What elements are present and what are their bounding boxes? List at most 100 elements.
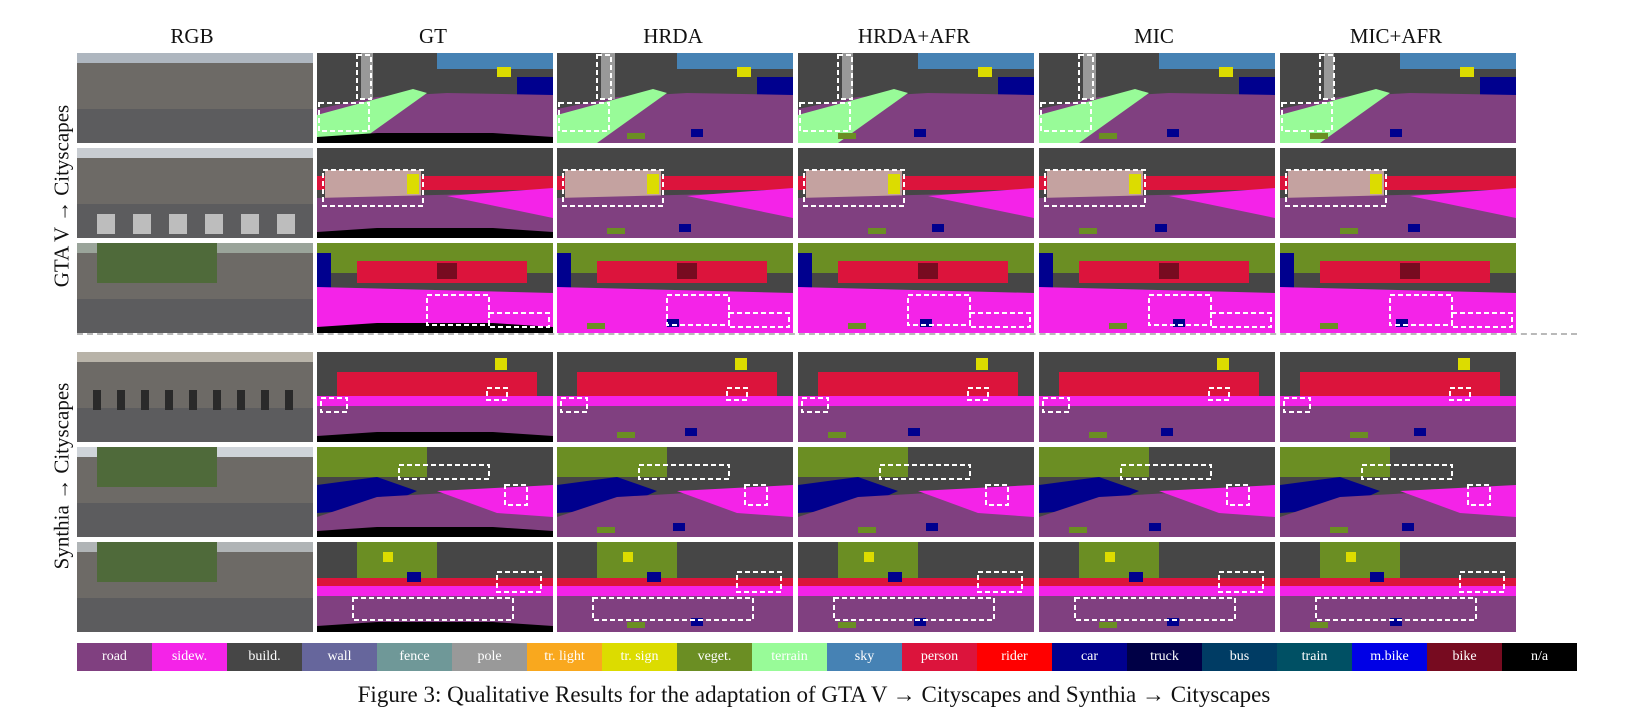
sign-region (407, 174, 419, 194)
highlight-box (799, 102, 851, 132)
sidewalk-region (437, 485, 553, 517)
sign-region (1370, 174, 1382, 194)
segmentation-map (317, 243, 553, 333)
artifact-region (1149, 523, 1161, 531)
highlight-box (504, 484, 528, 506)
highlight-box (318, 102, 370, 132)
panel-hrda-afr-row-1 (798, 53, 1034, 143)
person-region (1280, 578, 1516, 586)
sign-region (1105, 552, 1115, 562)
bike-region (1400, 263, 1420, 279)
person-region (818, 372, 1018, 396)
panel-gt-row-4 (317, 352, 553, 442)
segmentation-map (317, 447, 553, 537)
photo-pedestrian (165, 390, 173, 410)
highlight-box (1044, 169, 1146, 207)
artifact-region (1390, 129, 1402, 137)
sign-region (495, 358, 507, 370)
panel-mic-row-2 (1039, 148, 1275, 238)
sky-region (677, 53, 793, 69)
artifact-region (1402, 523, 1414, 531)
legend-item-wall: wall (302, 643, 377, 671)
column-header-mic: MIC (1134, 24, 1174, 48)
panel-mic-afr-row-4 (1280, 352, 1516, 442)
vegetation-region (317, 447, 427, 477)
person-region (337, 372, 537, 396)
sign-region (1346, 552, 1356, 562)
sidewalk-region (1280, 586, 1516, 596)
highlight-box (1148, 294, 1212, 326)
road-region (557, 406, 793, 442)
sign-region (978, 67, 992, 77)
bike-region (918, 263, 938, 279)
artifact-region (607, 228, 625, 234)
highlight-box (398, 464, 490, 480)
segmentation-map (1039, 148, 1275, 238)
person-region (798, 578, 1034, 586)
car-region (1280, 477, 1380, 513)
artifact-region (914, 129, 926, 137)
panel-rgb-row-5 (77, 447, 313, 537)
sidewalk-region (1039, 396, 1275, 406)
segmentation-map (1280, 243, 1516, 333)
segmentation-map (798, 243, 1034, 333)
segmentation-map (557, 352, 793, 442)
highlight-box (488, 312, 550, 328)
artifact-region (1414, 428, 1426, 436)
pole-region (1324, 53, 1334, 99)
sign-region (864, 552, 874, 562)
photo-road (77, 109, 313, 143)
photo-road (77, 598, 313, 632)
terrain-region (798, 89, 908, 143)
artifact-region (1099, 133, 1117, 139)
sign-region (1217, 358, 1229, 370)
artifact-region (627, 622, 645, 628)
figure-caption: Figure 3: Qualitative Results for the ad… (357, 682, 1271, 707)
artifact-region (908, 428, 920, 436)
panel-rgb-row-6 (77, 542, 313, 632)
sidewalk-region (557, 396, 793, 406)
pole-region (1083, 53, 1096, 99)
artifact-region (685, 428, 697, 436)
sidewalk-region (1400, 485, 1516, 517)
legend-item-train: train (1277, 643, 1352, 671)
photo-pedestrian (117, 390, 125, 410)
legend-item-veget: veget. (677, 643, 752, 671)
legend-item-fence: fence (377, 643, 452, 671)
sidewalk-region (687, 188, 793, 218)
car-region (757, 77, 793, 95)
segmentation-map (1280, 542, 1516, 632)
highlight-box (744, 484, 768, 506)
road-region (1039, 406, 1275, 442)
artifact-region (838, 622, 856, 628)
panel-rgb-row-4 (77, 352, 313, 442)
sidewalk-region (1169, 188, 1275, 218)
highlight-box (907, 294, 971, 326)
car-region (1129, 572, 1143, 582)
sidewalk-region (557, 287, 793, 333)
car-region (557, 477, 657, 513)
legend-item-build: build. (227, 643, 302, 671)
panel-gt-row-6 (317, 542, 553, 632)
panel-mic-afr-row-6 (1280, 542, 1516, 632)
sidewalk-region (928, 188, 1034, 218)
artifact-region (627, 133, 645, 139)
legend-item-pole: pole (452, 643, 527, 671)
sign-region (623, 552, 633, 562)
legend-item-car: car (1052, 643, 1127, 671)
panel-mic-row-5 (1039, 447, 1275, 537)
panel-rgb-row-2 (77, 148, 313, 238)
panel-mic-afr-row-1 (1280, 53, 1516, 143)
artifact-region (1109, 323, 1127, 329)
artifact-region (914, 618, 926, 626)
panel-hrda-afr-row-2 (798, 148, 1034, 238)
panel-mic-row-6 (1039, 542, 1275, 632)
panel-mic-row-4 (1039, 352, 1275, 442)
panel-gt-row-5 (317, 447, 553, 537)
photo-crosswalk-stripe (97, 214, 115, 234)
highlight-box (320, 397, 348, 413)
pole-region (601, 53, 615, 99)
panel-mic-row-1 (1039, 53, 1275, 143)
photo-crosswalk-stripe (133, 214, 151, 234)
highlight-box (1040, 102, 1092, 132)
